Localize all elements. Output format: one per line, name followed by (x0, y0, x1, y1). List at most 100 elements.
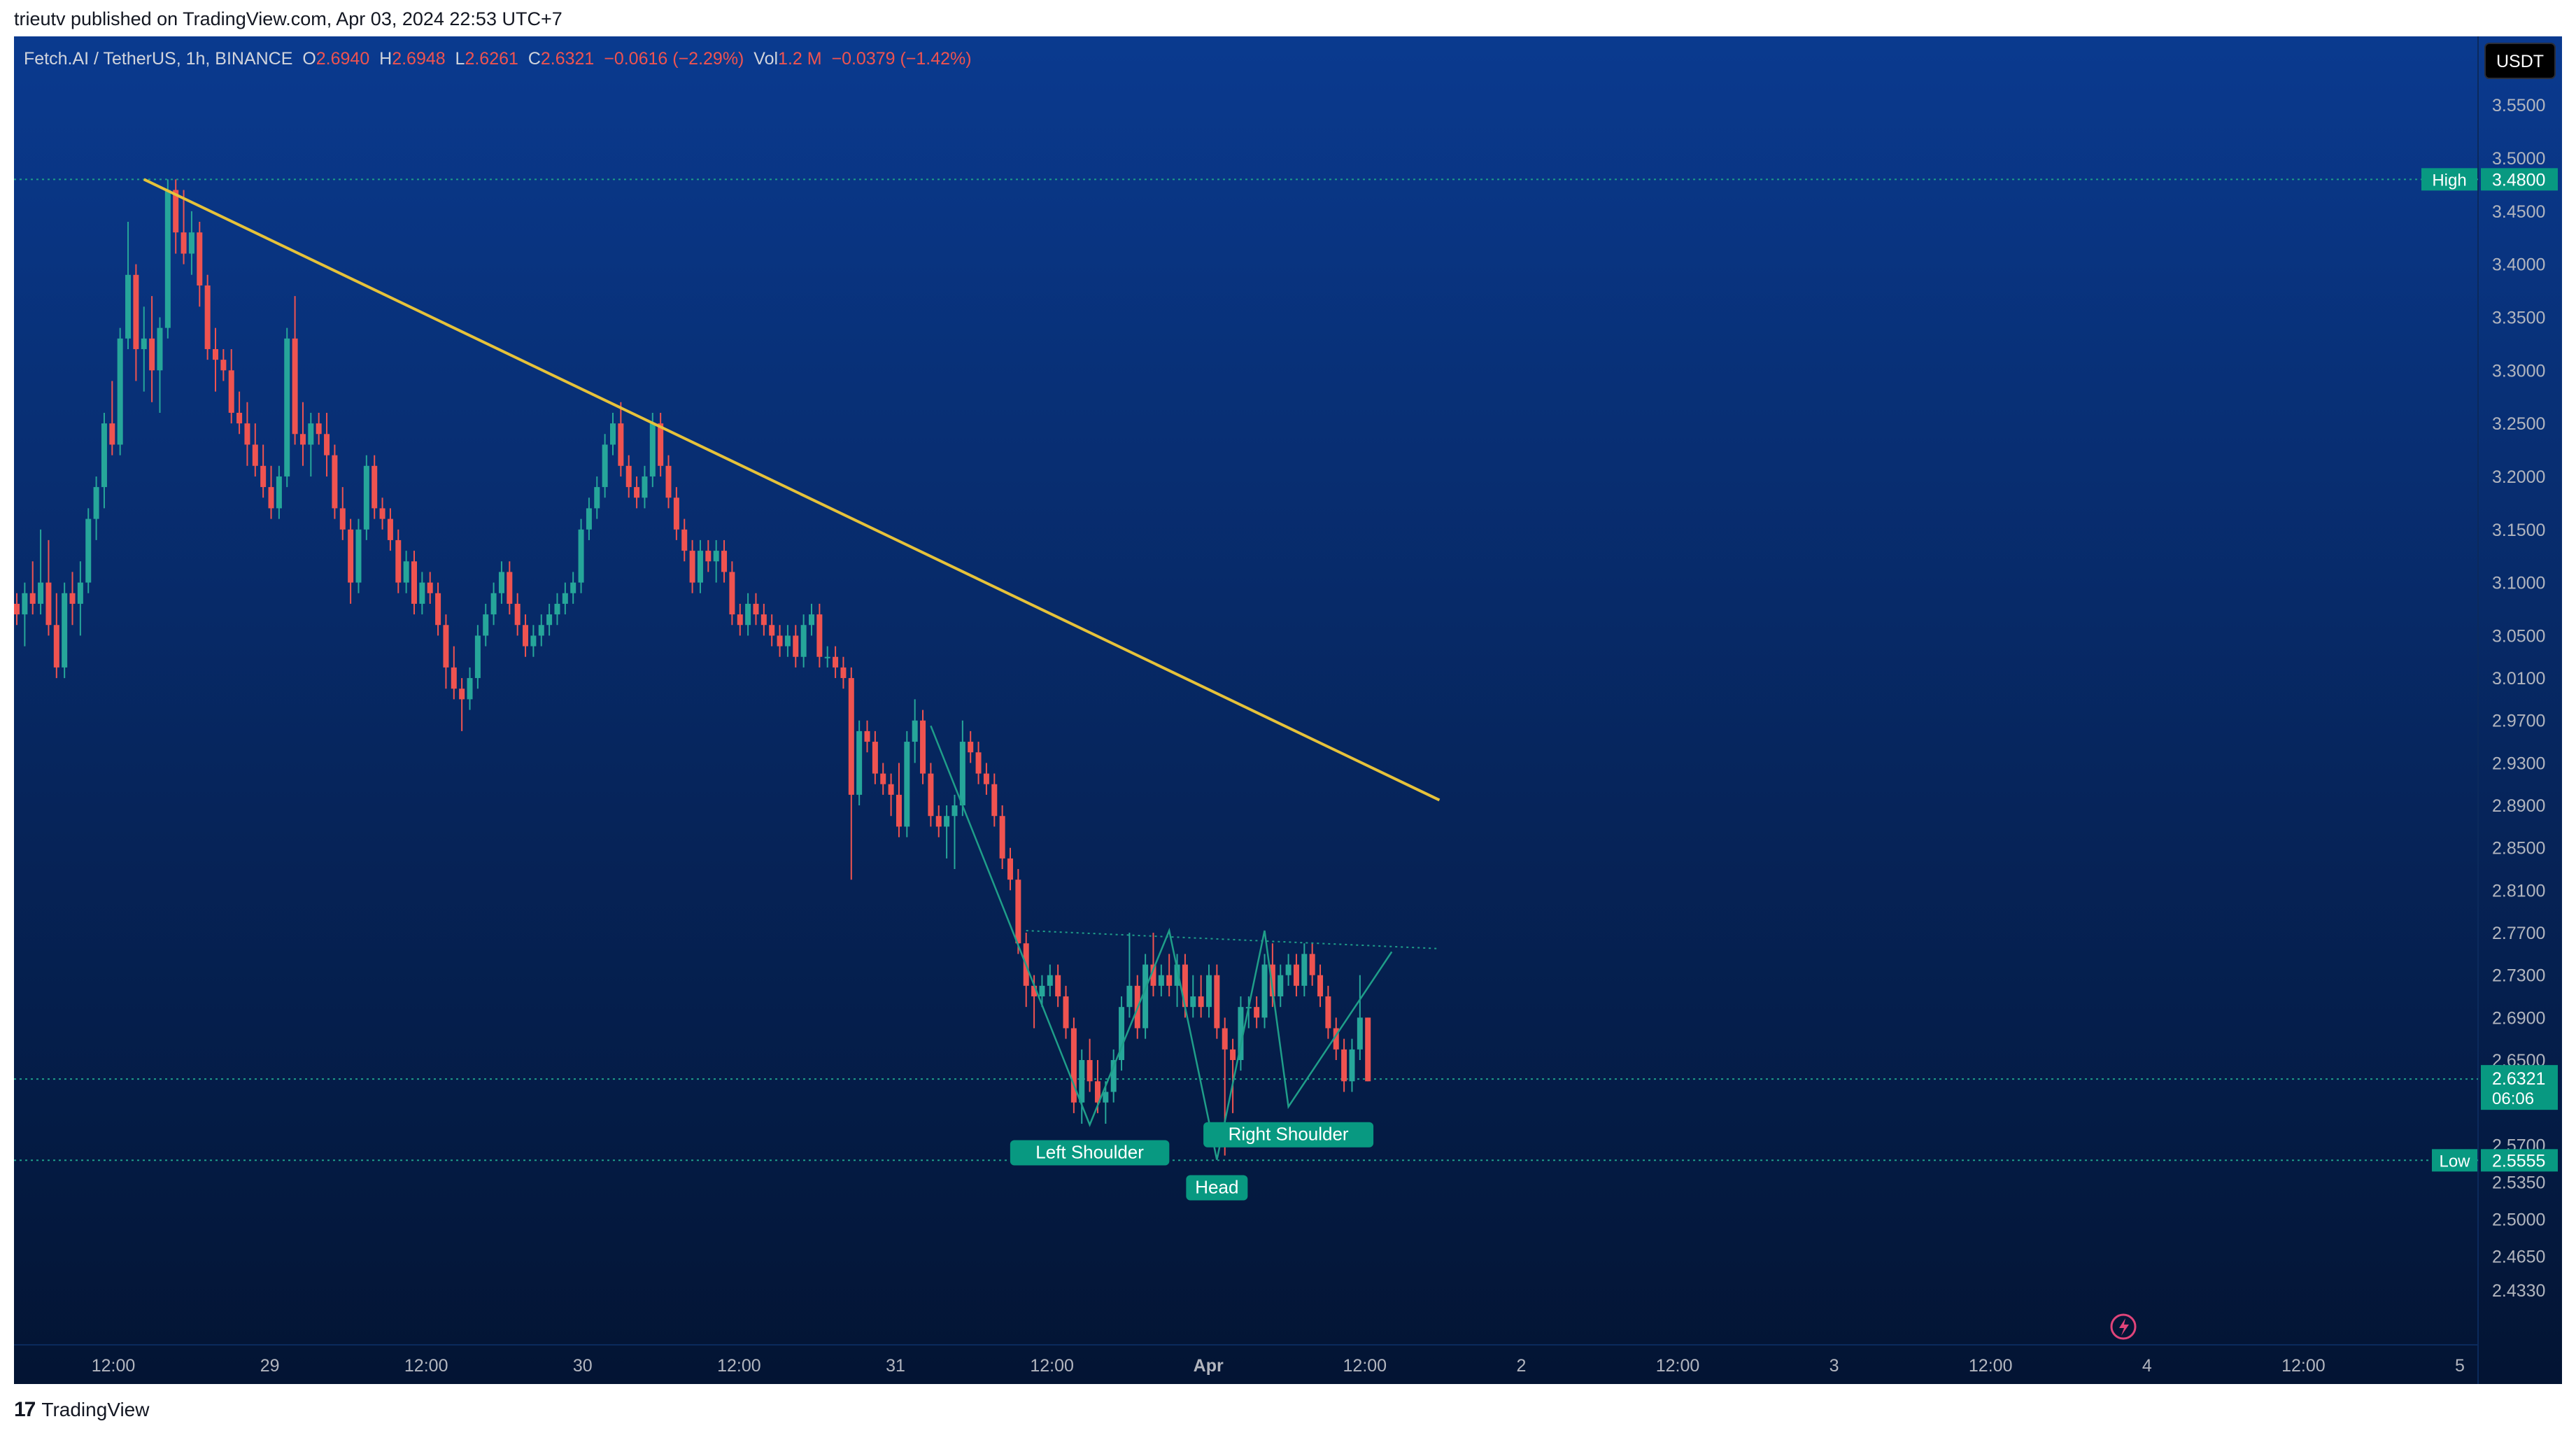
candle[interactable] (570, 572, 576, 604)
candle[interactable] (332, 444, 338, 519)
candle[interactable] (1142, 954, 1149, 1039)
candle[interactable] (299, 402, 306, 466)
candle[interactable] (530, 625, 537, 657)
candle[interactable] (1190, 975, 1196, 1018)
candle[interactable] (944, 805, 950, 859)
candle[interactable] (602, 434, 608, 498)
left-shoulder-label[interactable]: Left Shoulder (1010, 1140, 1170, 1166)
candle[interactable] (62, 582, 68, 679)
candle[interactable] (833, 646, 839, 679)
candle[interactable] (777, 625, 783, 657)
candle[interactable] (880, 763, 886, 795)
candle[interactable] (594, 476, 600, 519)
candle[interactable] (292, 296, 298, 445)
candle[interactable] (1174, 954, 1180, 1008)
candle[interactable] (308, 412, 314, 477)
candle[interactable] (403, 551, 409, 593)
candle[interactable] (1070, 1017, 1077, 1113)
candle[interactable] (872, 730, 878, 784)
candle[interactable] (1269, 943, 1275, 1008)
candle[interactable] (1325, 985, 1331, 1039)
candle[interactable] (753, 593, 759, 626)
candle[interactable] (427, 572, 433, 604)
descending-trendline[interactable] (143, 178, 1441, 802)
neckline[interactable] (1026, 929, 1440, 950)
candle[interactable] (188, 211, 194, 275)
candle[interactable] (1079, 1049, 1085, 1124)
candle[interactable] (348, 518, 354, 604)
candle[interactable] (1047, 964, 1053, 997)
candle[interactable] (634, 476, 640, 509)
candle[interactable] (649, 412, 656, 488)
candle[interactable] (85, 508, 92, 593)
candle[interactable] (498, 561, 504, 604)
candle[interactable] (173, 179, 179, 254)
candle[interactable] (1230, 1038, 1236, 1113)
candle[interactable] (451, 646, 457, 700)
candle[interactable] (483, 603, 489, 647)
candle[interactable] (1261, 954, 1268, 1029)
candle[interactable] (213, 327, 218, 392)
candle[interactable] (1285, 954, 1291, 986)
candle[interactable] (220, 348, 227, 381)
candle[interactable] (896, 763, 902, 838)
candle[interactable] (769, 614, 775, 647)
candle[interactable] (459, 678, 465, 731)
candle[interactable] (578, 518, 584, 593)
candle[interactable] (157, 317, 163, 413)
candle[interactable] (951, 794, 958, 870)
lightning-icon[interactable] (2110, 1313, 2137, 1340)
candle[interactable] (1309, 943, 1315, 986)
head-and-shoulders-path[interactable] (930, 725, 1393, 1160)
currency-button[interactable]: USDT (2484, 43, 2556, 79)
candle[interactable] (935, 805, 942, 838)
candle[interactable] (824, 646, 830, 668)
candle[interactable] (260, 444, 267, 498)
candle[interactable] (1126, 933, 1133, 1018)
candle[interactable] (793, 625, 799, 668)
candle[interactable] (888, 773, 894, 817)
candle[interactable] (316, 412, 322, 445)
candle[interactable] (697, 539, 703, 593)
candle[interactable] (991, 773, 998, 827)
candle[interactable] (928, 763, 934, 827)
candle[interactable] (1341, 1038, 1347, 1092)
candle[interactable] (538, 614, 544, 647)
candle[interactable] (816, 603, 823, 668)
candle[interactable] (1357, 975, 1363, 1060)
candle[interactable] (22, 582, 28, 647)
candle[interactable] (77, 561, 83, 636)
candle[interactable] (507, 561, 513, 615)
candle[interactable] (109, 381, 115, 456)
candle[interactable] (1254, 996, 1260, 1029)
candle[interactable] (268, 465, 274, 519)
candle[interactable] (554, 593, 560, 626)
candle[interactable] (1166, 954, 1173, 997)
candle[interactable] (467, 667, 473, 710)
candle[interactable] (546, 603, 553, 636)
head-label[interactable]: Head (1186, 1175, 1248, 1201)
candle[interactable] (514, 593, 521, 636)
candle[interactable] (236, 391, 243, 435)
candle[interactable] (252, 423, 258, 477)
candle[interactable] (1206, 964, 1212, 1018)
candle[interactable] (912, 699, 918, 763)
candle[interactable] (419, 572, 425, 615)
candle[interactable] (586, 497, 592, 540)
candle[interactable] (1349, 1038, 1355, 1092)
candle[interactable] (523, 614, 529, 657)
candle[interactable] (284, 327, 290, 488)
candle[interactable] (665, 455, 672, 509)
candle[interactable] (1278, 964, 1284, 1008)
candle[interactable] (29, 561, 36, 615)
candle[interactable] (856, 720, 863, 806)
candle[interactable] (904, 730, 910, 838)
candle[interactable] (999, 805, 1005, 870)
candle[interactable] (681, 518, 688, 562)
candle[interactable] (809, 603, 814, 636)
candle[interactable] (729, 561, 735, 626)
candle[interactable] (745, 593, 751, 636)
right-shoulder-label[interactable]: Right Shoulder (1203, 1122, 1374, 1148)
candle[interactable] (93, 476, 99, 540)
candle[interactable] (164, 179, 171, 339)
